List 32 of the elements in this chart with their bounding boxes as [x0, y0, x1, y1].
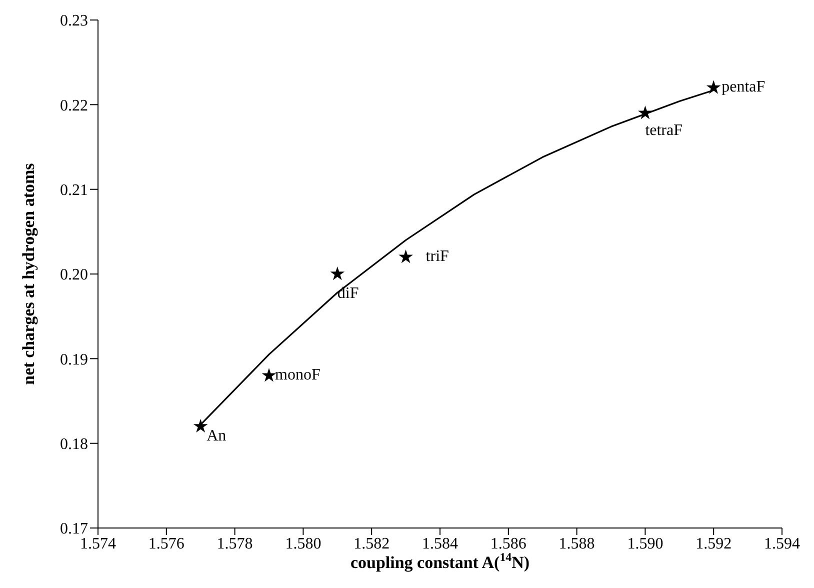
annotation: monoF: [275, 366, 320, 384]
x-tick-label: 1.594: [764, 535, 800, 552]
x-tick-label: 1.576: [148, 535, 184, 552]
y-tick-label: 0.23: [60, 12, 88, 30]
annotation: triF: [426, 248, 450, 266]
y-tick-label: 0.20: [60, 266, 88, 284]
annotation: pentaF: [722, 78, 766, 96]
y-axis-title: net charges at hydrogen atoms: [19, 162, 38, 385]
x-tick-label: 1.592: [696, 535, 732, 552]
point: [398, 250, 413, 264]
annotation: diF: [337, 285, 359, 302]
x-tick-label: 1.584: [422, 535, 458, 552]
annotation: tetraF: [645, 122, 683, 140]
x-tick-label: 1.580: [285, 535, 322, 552]
x-axis-title: coupling constant A($^{14}$N): [350, 550, 530, 572]
point: [706, 80, 721, 94]
y-tick-label: 0.21: [60, 182, 88, 200]
x-tick-label: 1.588: [558, 535, 595, 552]
y-tick-label: 0.18: [60, 436, 88, 454]
x-tick-label: 1.582: [354, 535, 390, 552]
point: [262, 368, 276, 382]
x-tick-label: 1.590: [627, 535, 664, 552]
y-tick-label: 0.17: [60, 520, 88, 538]
x-tick-label: 1.578: [216, 535, 253, 552]
point: [193, 418, 208, 433]
x-tick-label: 1.586: [490, 535, 526, 552]
x-tick-label: 1.574: [80, 535, 116, 552]
point: [330, 266, 345, 280]
point: [638, 106, 652, 120]
annotation: An: [206, 427, 226, 444]
y-tick-label: 0.19: [60, 351, 88, 368]
y-tick-label: 0.22: [60, 97, 88, 114]
